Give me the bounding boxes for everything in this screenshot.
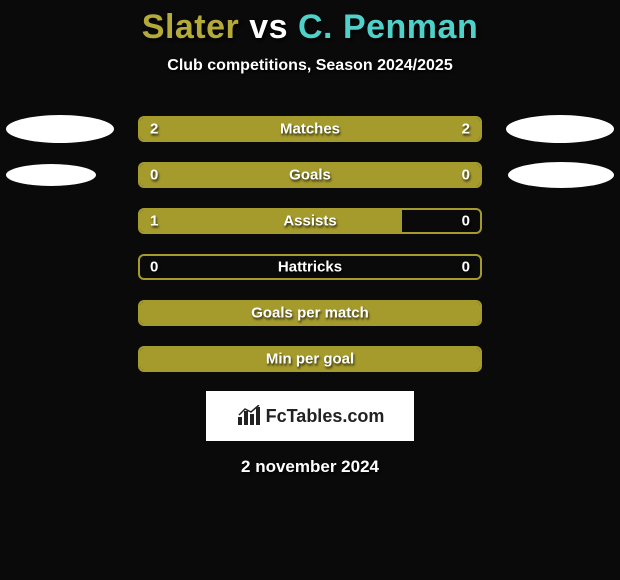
player2-name: C. Penman (298, 8, 478, 46)
stat-row: Matches2 2 (0, 113, 620, 145)
stat-value-right: 0 (462, 213, 470, 230)
avatar-ellipse-left (6, 115, 114, 143)
avatar-ellipse-right (506, 115, 614, 143)
date-text: 2 november 2024 (0, 457, 620, 477)
bar-fill-left (140, 348, 480, 370)
bar-fill-left (140, 164, 480, 186)
stat-value-left: 0 (150, 259, 158, 276)
bar-fill-right (310, 118, 480, 140)
stat-bar: Min per goal (138, 346, 482, 372)
bar-fill-left (140, 210, 402, 232)
bar-chart-icon (236, 405, 262, 427)
stat-bar: Goals (138, 162, 482, 188)
stat-bar: Goals per match (138, 300, 482, 326)
stat-row: Min per goal (0, 343, 620, 375)
bar-fill-left (140, 118, 310, 140)
stat-label: Hattricks (140, 259, 480, 276)
vs-text: vs (249, 8, 288, 46)
stat-value-left: 1 (150, 213, 158, 230)
page-title: Slater vs C. Penman (0, 8, 620, 47)
stat-row: Goals0 0 (0, 159, 620, 191)
avatar-ellipse-right (508, 162, 614, 188)
stat-bar: Hattricks (138, 254, 482, 280)
stat-value-left: 2 (150, 121, 158, 138)
player1-name: Slater (142, 8, 240, 46)
stat-row: Goals per match (0, 297, 620, 329)
stat-value-right: 0 (462, 259, 470, 276)
avatar-ellipse-left (6, 164, 96, 186)
stat-bar: Matches (138, 116, 482, 142)
stat-value-left: 0 (150, 167, 158, 184)
stat-row: Assists1 0 (0, 205, 620, 237)
stat-rows: Matches22Goals00Assists10Hattricks00Goal… (0, 113, 620, 375)
brand-text: FcTables.com (266, 406, 385, 427)
stat-bar: Assists (138, 208, 482, 234)
stat-value-right: 0 (462, 167, 470, 184)
bar-fill-left (140, 302, 480, 324)
brand-logo[interactable]: FcTables.com (206, 391, 414, 441)
comparison-card: Slater vs C. Penman Club competitions, S… (0, 0, 620, 477)
stat-value-right: 2 (462, 121, 470, 138)
subtitle: Club competitions, Season 2024/2025 (0, 57, 620, 75)
stat-row: Hattricks0 0 (0, 251, 620, 283)
